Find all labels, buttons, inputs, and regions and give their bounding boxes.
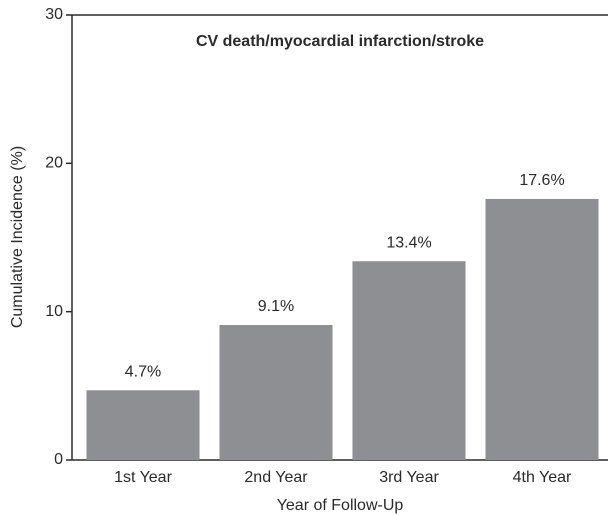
y-tick-label: 20 [45, 155, 63, 172]
x-tick-label: 4th Year [513, 469, 572, 486]
data-label: 9.1% [258, 298, 294, 315]
x-tick-label: 1st Year [114, 469, 173, 486]
bar [219, 325, 333, 460]
bar [86, 390, 200, 460]
y-tick-label: 10 [45, 303, 63, 320]
data-label: 17.6% [519, 172, 564, 189]
bar [485, 198, 599, 460]
data-label: 4.7% [125, 364, 161, 381]
y-tick-label: 30 [45, 6, 63, 23]
chart-title: CV death/myocardial infarction/stroke [196, 33, 484, 50]
y-axis-label: Cumulative Incidence (%) [9, 146, 26, 328]
bar [352, 261, 466, 460]
x-tick-label: 2nd Year [244, 469, 308, 486]
data-label: 13.4% [386, 234, 431, 251]
y-tick-label: 0 [54, 451, 63, 468]
x-axis-label: Year of Follow-Up [277, 497, 404, 514]
x-tick-label: 3rd Year [379, 469, 439, 486]
